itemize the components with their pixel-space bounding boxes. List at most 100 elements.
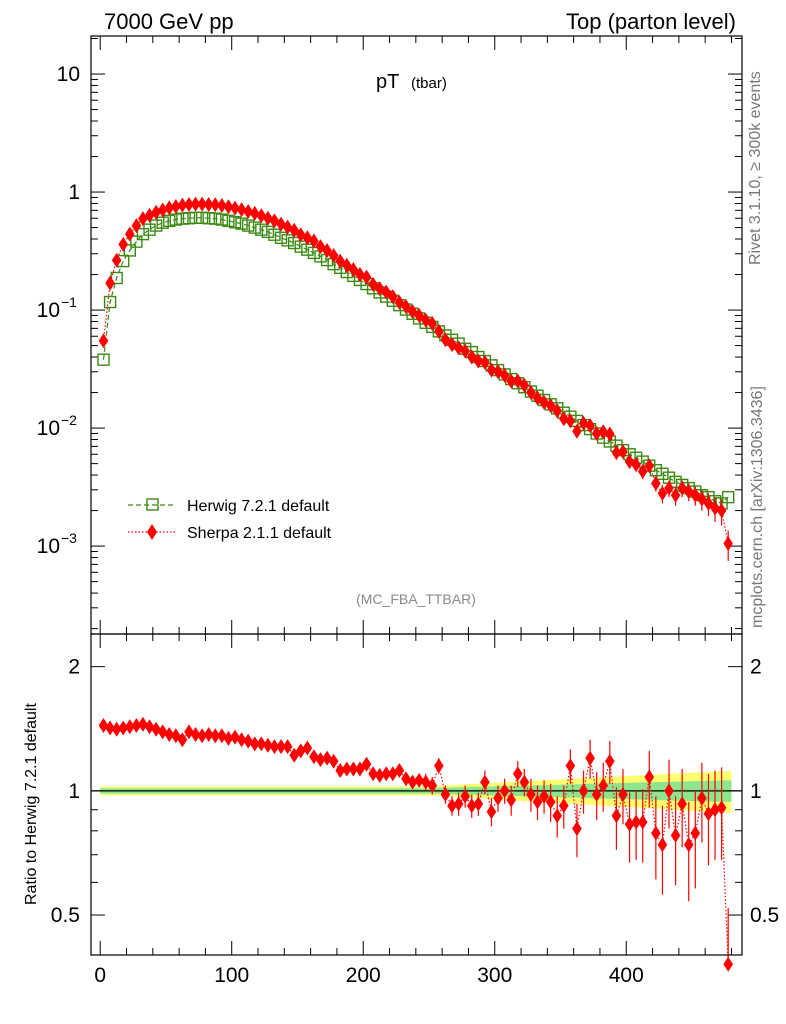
y-tick-label: 10: [37, 535, 60, 558]
plot-title-sub: (tbar): [411, 75, 447, 92]
sherpa-point: [124, 226, 135, 242]
sherpa-point: [256, 208, 267, 224]
sherpa-ratio-point: [361, 756, 372, 772]
sherpa-point: [539, 394, 549, 410]
mcplots-label: mcplots.cern.ch [arXiv:1306.3436]: [749, 386, 766, 628]
herwig-point: [209, 212, 222, 225]
sherpa-point: [190, 196, 201, 212]
watermark: (MC_FBA_TTBAR): [356, 591, 476, 607]
sherpa-point: [414, 307, 424, 323]
sherpa-point: [394, 294, 405, 310]
y-tick-label: 10: [57, 63, 80, 86]
sherpa-ratio-point: [631, 814, 641, 830]
sherpa-ratio-point: [302, 740, 313, 756]
sherpa-ratio-point: [177, 732, 188, 748]
sherpa-point: [473, 353, 484, 369]
legend-sherpa-label: Sherpa 2.1.1 default: [187, 525, 332, 542]
herwig-point: [195, 211, 209, 225]
header-left: 7000 GeV pp: [104, 9, 234, 34]
sherpa-ratio-point: [460, 788, 470, 804]
ratio-panel: 0.5 0.5 1 1 2 2 Ratio to Herwig 7.2.1 default…: [23, 633, 779, 987]
sherpa-point: [572, 423, 582, 439]
legend-herwig-label: Herwig 7.2.1 default: [187, 498, 330, 515]
herwig-point: [202, 212, 215, 225]
ratio-frame: [90, 633, 743, 956]
sherpa-ratio-point: [618, 786, 628, 802]
sherpa-ratio-point: [243, 733, 253, 749]
x-tick-label: 0: [94, 964, 106, 987]
sherpa-ratio-point: [545, 794, 556, 810]
sherpa-ratio-point: [506, 792, 516, 808]
sherpa-ratio-point: [677, 796, 687, 812]
sherpa-ratio-point: [572, 821, 582, 837]
sherpa-ratio-point: [381, 766, 392, 782]
sherpa-ratio-point: [440, 786, 451, 802]
sherpa-point: [710, 500, 720, 516]
sherpa-ratio-point: [480, 774, 490, 790]
sherpa-ratio-point: [697, 790, 707, 806]
sherpa-point: [295, 227, 306, 243]
sherpa-point: [526, 385, 536, 401]
herwig-point: [268, 228, 281, 241]
sherpa-ratio-point: [282, 739, 293, 755]
sherpa-point: [558, 411, 569, 427]
sherpa-point: [434, 323, 444, 339]
ratio-y-axis-label: Ratio to Herwig 7.2.1 default: [23, 703, 40, 905]
sherpa-ratio-point: [578, 783, 589, 799]
y-tick-exponent: −2: [61, 412, 77, 428]
sherpa-point: [631, 457, 641, 473]
herwig-point: [228, 216, 242, 229]
sherpa-ratio-point: [493, 790, 503, 806]
herwig-point: [189, 211, 202, 225]
sherpa-ratio-point: [683, 837, 694, 853]
legend-herwig-marker: [146, 498, 159, 511]
sherpa-ratio-point: [131, 718, 142, 734]
sherpa-point: [171, 198, 181, 214]
sherpa-ratio-point: [420, 774, 431, 790]
sherpa-point: [480, 354, 490, 370]
herwig-point: [176, 212, 189, 225]
sherpa-point: [618, 444, 628, 460]
sherpa-ratio-point: [447, 798, 457, 814]
sherpa-ratio-point: [651, 825, 661, 841]
sherpa-point: [203, 196, 214, 212]
herwig-point: [255, 223, 268, 236]
sherpa-point: [585, 418, 595, 434]
sherpa-point: [309, 233, 319, 249]
herwig-point: [215, 213, 229, 226]
sherpa-point: [453, 340, 464, 356]
ratio-y-tick-label-left: 0.5: [51, 904, 80, 927]
herwig-point: [248, 221, 261, 234]
sherpa-ratio-point: [466, 798, 477, 814]
sherpa-point: [440, 332, 451, 348]
herwig-point: [241, 219, 255, 232]
ratio-axis-ticks: [91, 634, 742, 956]
sherpa-ratio-point: [710, 802, 720, 818]
herwig-point: [281, 234, 294, 247]
sherpa-series: [98, 196, 733, 561]
sherpa-ratio-point: [368, 766, 378, 782]
x-tick-label: 300: [477, 964, 512, 987]
sherpa-ratio-point: [526, 786, 536, 802]
sherpa-ratio-point: [98, 718, 109, 734]
sherpa-point: [111, 252, 122, 268]
sherpa-ratio-point: [532, 794, 543, 810]
herwig-point: [222, 214, 235, 228]
sherpa-point: [263, 210, 273, 226]
sherpa-ratio-point: [565, 758, 576, 774]
sherpa-point: [151, 204, 161, 220]
sherpa-ratio-point: [203, 726, 214, 742]
sherpa-ratio-point: [236, 732, 247, 748]
sherpa-ratio-point: [723, 956, 733, 972]
sherpa-point: [210, 197, 221, 213]
sherpa-ratio-point: [473, 796, 484, 812]
sherpa-ratio-point: [217, 728, 227, 744]
ratio-y-tick-label-right: 0.5: [750, 904, 779, 927]
ratio-y-tick-label-left: 2: [68, 656, 80, 679]
y-tick-exponent: −3: [61, 530, 77, 546]
sherpa-point: [243, 203, 253, 219]
sherpa-ratio-point: [269, 739, 280, 755]
sherpa-ratio-point: [585, 750, 595, 766]
